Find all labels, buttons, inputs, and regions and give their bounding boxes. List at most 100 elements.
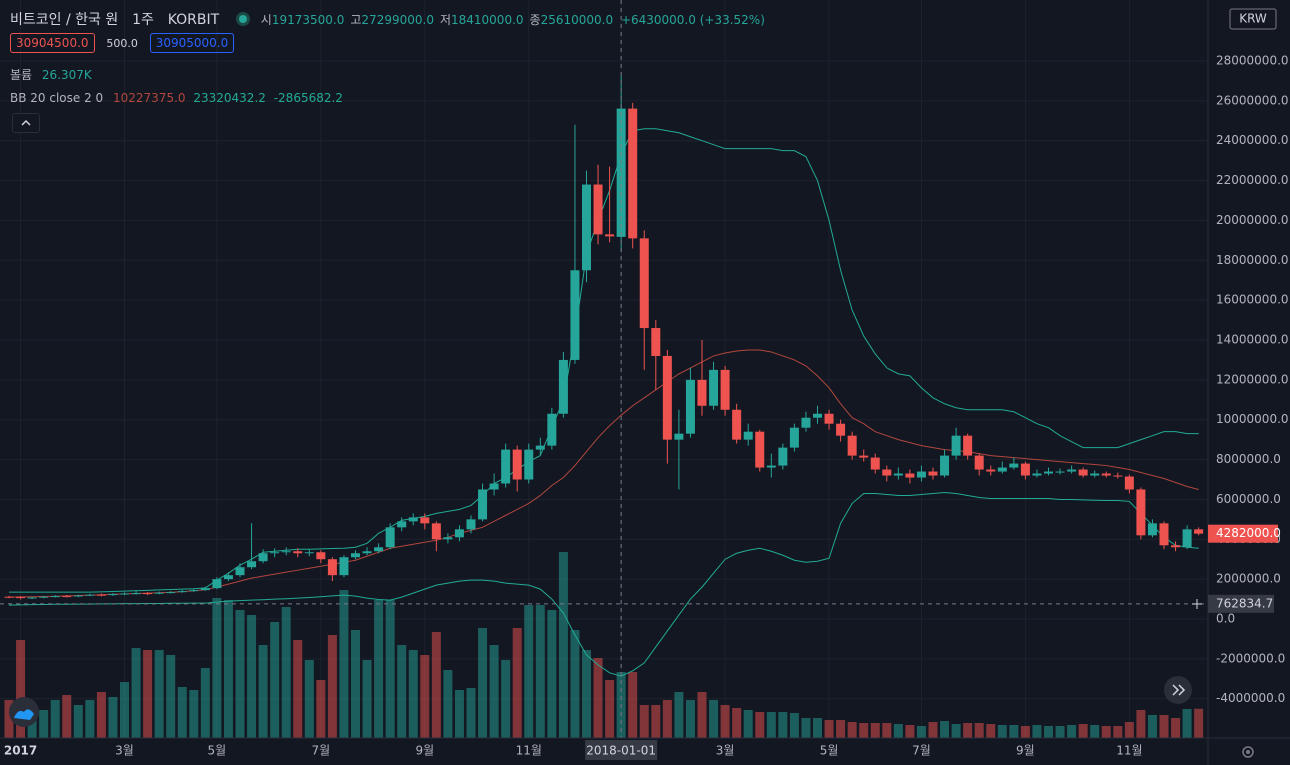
ohlc-key: 고 [350,13,362,27]
volume-bar [420,655,430,738]
volume-bar [789,713,799,738]
volume-bar [859,723,869,738]
volume-bar [374,600,384,738]
volume-bar [1090,725,1100,738]
x-tick-label: 2017 [4,744,37,758]
candle-body [108,594,118,596]
ohlc-key: 종 [529,13,541,27]
candle-body [685,379,695,434]
volume-bar [1101,726,1111,738]
volume-bar [824,720,834,738]
candle-body [1101,473,1111,476]
ohlc-value: 27299000.0 [361,13,434,27]
candle-body [813,413,822,418]
candle-body [304,552,314,554]
candle-body [905,473,915,478]
volume-bar [801,718,811,738]
volume-bar [593,658,603,738]
volume-bar [558,552,568,738]
settings-icon[interactable] [1242,746,1254,758]
candle-body [120,593,129,595]
y-tick-label: 28000000.0 [1216,53,1289,67]
symbol-header: 비트코인 / 한국 원 1주 KORBIT 시19173500.0 고272990… [10,9,765,29]
volume-bar [697,692,707,738]
volume-bar [905,725,915,738]
candle-body [73,595,83,597]
x-tick-label: 3월 [716,744,735,758]
candle-body [200,588,210,591]
buy-button[interactable]: 30905000.0 [149,33,235,53]
logo[interactable] [9,697,39,727]
candle-body [478,489,488,520]
candle-body [801,417,811,428]
collapse-icon [21,119,31,126]
volume-bar [674,692,684,738]
candle-body [1136,489,1146,536]
volume-bar [1113,726,1123,738]
candle-body [524,449,534,480]
volume-bar [327,635,337,738]
volume-bar [732,708,742,738]
candle-body [39,596,49,598]
sell-button[interactable]: 30904500.0 [10,33,95,53]
x-tick-label: 2018-01-01 [586,744,656,758]
volume-bar [1044,726,1053,738]
collapse-button[interactable] [12,113,40,133]
volume-bar [628,672,638,738]
candle-body [928,471,938,476]
candle-body [512,449,522,480]
volume-bar [212,598,222,738]
crosshair-price-badge [1208,594,1274,613]
volume-bar [755,712,765,738]
y-tick-label: 18000000.0 [1216,253,1289,267]
crosshair-time-badge [585,740,658,760]
interval[interactable]: 1주 [132,12,154,28]
symbol: 비트코인 / 한국 원 [10,12,119,28]
volume-bar [1032,725,1042,738]
candle-body [1113,475,1123,477]
volume-bar [316,680,326,738]
volume-bar [281,607,291,738]
candle-body [443,537,453,540]
candle-body [628,108,638,239]
volume-bar [639,705,649,738]
y-tick-label: 26000000.0 [1216,93,1289,107]
scroll-button[interactable] [1164,676,1192,704]
candle-body [293,551,303,554]
volume-bar [709,700,719,738]
candle-body [709,369,719,406]
volume-bar [547,610,557,738]
bb-label: BB 20 close 2 0 [10,91,104,105]
volume-bar [524,605,534,738]
candle-body [963,435,973,456]
volume-bar [223,600,233,738]
volume-bar [882,723,892,738]
candle-body [558,359,568,414]
volume-bar [143,650,153,738]
candle-body [397,521,407,528]
candle-body [166,592,176,594]
candle-body [1090,473,1100,476]
volume-bar [73,705,83,738]
volume-bar [96,692,106,738]
y-tick-label: 12000000.0 [1216,372,1289,386]
volume-bar [1147,715,1157,738]
currency-badge[interactable] [1229,8,1277,30]
candle-body [997,467,1007,472]
volume-bar [685,700,695,738]
candle-body [247,561,257,568]
candle-body [258,553,268,562]
volume-bar [928,722,938,738]
bb-upper-value: 23320432.2 [193,91,266,105]
y-tick-label: 6000000.0 [1216,492,1281,506]
candle-body [1147,523,1157,536]
y-tick-label: 0.0 [1216,612,1235,626]
bb-middle-value: 10227375.0 [113,91,186,105]
last-price-label: 4282000.0 [1216,526,1281,540]
order-buttons: 30904500.0 500.0 30905000.0 [10,33,235,53]
x-tick-label: 5월 [820,744,839,758]
candle-body [697,379,707,406]
candle-body [1159,523,1169,546]
